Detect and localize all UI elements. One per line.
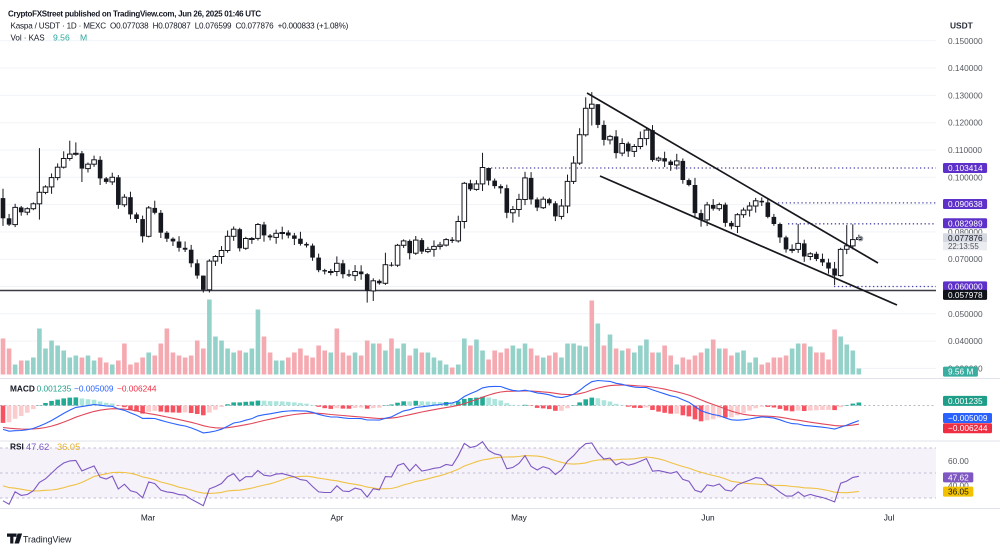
svg-text:47.62: 47.62 — [948, 472, 969, 482]
svg-text:Vol · KAS: Vol · KAS — [11, 34, 46, 43]
svg-text:47.62: 47.62 — [26, 442, 49, 452]
svg-text:0.103414: 0.103414 — [948, 163, 983, 173]
svg-text:0.082989: 0.082989 — [948, 218, 983, 228]
svg-text:Jul: Jul — [884, 512, 895, 522]
svg-text:0.090638: 0.090638 — [948, 199, 983, 209]
svg-text:0.110000: 0.110000 — [948, 145, 982, 155]
svg-text:RSI: RSI — [10, 442, 24, 452]
svg-text:CryptoFXStreet published on Tr: CryptoFXStreet published on TradingView.… — [8, 10, 261, 19]
svg-text:36.05: 36.05 — [57, 442, 80, 452]
svg-text:36.05: 36.05 — [948, 487, 969, 497]
svg-text:−0.005009: −0.005009 — [948, 413, 988, 423]
svg-text:TradingView: TradingView — [23, 534, 72, 544]
svg-text:0.001235: 0.001235 — [37, 383, 72, 393]
svg-text:MACD: MACD — [10, 383, 35, 393]
svg-text:0.050000: 0.050000 — [948, 309, 983, 319]
svg-text:0.130000: 0.130000 — [948, 90, 983, 100]
svg-text:Kaspa / USDT · 1D · MEXC O0.0: Kaspa / USDT · 1D · MEXC O0.077038 H0.07… — [11, 22, 349, 31]
svg-text:−0.006244: −0.006244 — [117, 383, 157, 393]
svg-text:−0.005009: −0.005009 — [74, 383, 114, 393]
svg-text:0.057978: 0.057978 — [948, 290, 983, 300]
svg-text:−0.006244: −0.006244 — [948, 423, 988, 433]
svg-text:0.040000: 0.040000 — [948, 336, 983, 346]
svg-text:0.150000: 0.150000 — [948, 36, 983, 46]
svg-text:22:13:55: 22:13:55 — [948, 242, 979, 251]
svg-text:9.56 M: 9.56 M — [948, 367, 973, 377]
svg-text:0.001235: 0.001235 — [948, 396, 983, 406]
svg-text:0.120000: 0.120000 — [948, 118, 983, 128]
svg-text:USDT: USDT — [950, 20, 974, 30]
svg-text:9.56: 9.56 — [53, 33, 70, 43]
svg-text:Mar: Mar — [141, 512, 156, 522]
svg-text:0.100000: 0.100000 — [948, 172, 983, 182]
svg-text:0.070000: 0.070000 — [948, 254, 983, 264]
svg-text:M: M — [80, 33, 87, 43]
svg-text:Apr: Apr — [331, 512, 344, 522]
svg-text:60.00: 60.00 — [948, 456, 969, 466]
svg-text:0.140000: 0.140000 — [948, 63, 983, 73]
svg-text:Jun: Jun — [701, 512, 715, 522]
svg-text:May: May — [511, 512, 528, 522]
